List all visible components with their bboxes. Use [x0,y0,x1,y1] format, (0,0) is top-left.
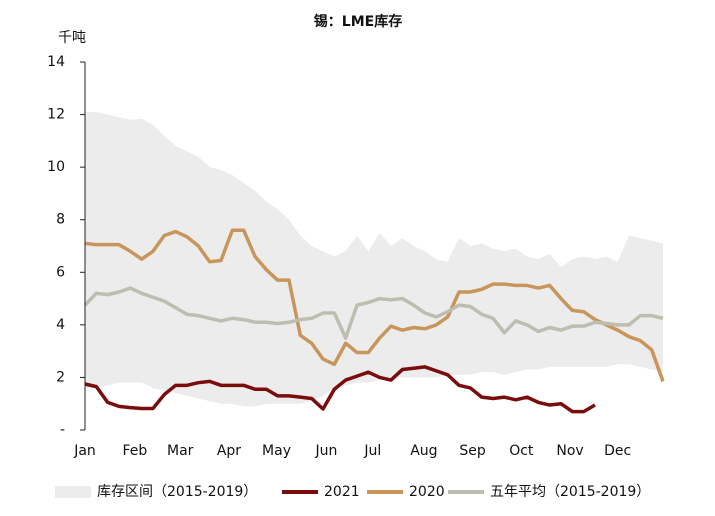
series-line [83,286,664,340]
y-tick-label: - [60,422,65,438]
x-tick-label: Dec [604,443,631,459]
y-tick-label: 6 [56,264,65,280]
legend-swatch [55,486,91,498]
x-tick-label: Jul [363,443,381,459]
x-tick-label: Nov [556,443,583,459]
x-tick-label: Apr [217,443,241,459]
y-tick-label: 14 [47,54,65,70]
y-tick-label: 12 [47,107,65,123]
legend-label: 2020 [409,484,445,500]
y-tick-label: 8 [56,212,65,228]
range-band [85,111,663,407]
x-tick-label: Sep [459,443,486,459]
legend-label: 2021 [324,484,360,500]
x-tick-label: Mar [167,443,194,459]
legend-label: 五年平均（2015-2019） [490,484,650,500]
x-tick-label: Feb [122,443,147,459]
y-tick-label: 10 [47,159,65,175]
y-tick-label: 2 [56,369,65,385]
x-tick-label: Jun [314,443,337,459]
y-tick-label: 4 [56,317,65,333]
x-tick-label: May [262,443,291,459]
chart-title: 锡：LME库存 [314,13,402,30]
x-tick-label: Jan [73,443,96,459]
series-line [84,228,665,382]
x-tick-label: Aug [410,443,437,459]
x-tick-label: Oct [509,443,534,459]
legend-label: 库存区间（2015-2019） [97,484,257,500]
y-axis-label: 千吨 [58,30,86,46]
series-line [84,365,596,414]
